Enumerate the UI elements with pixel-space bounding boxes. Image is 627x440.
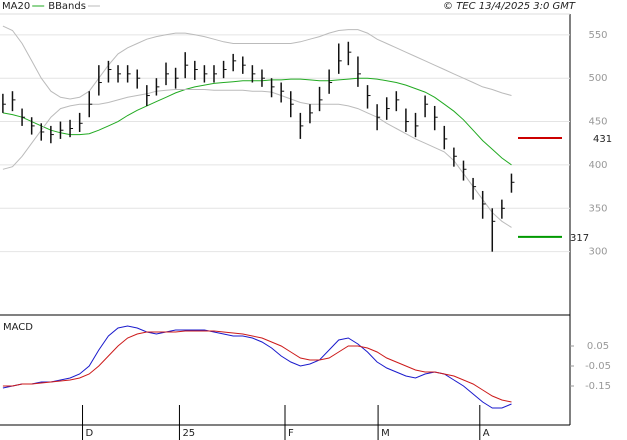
y-tick-label: -0.05: [585, 361, 611, 372]
x-tick-label: 25: [182, 428, 195, 439]
x-tick-label: D: [86, 428, 94, 439]
macd-line: [2, 330, 512, 403]
band-line: [2, 89, 512, 228]
y-tick-label: -0.15: [585, 381, 611, 392]
y-tick-label: 500: [588, 73, 607, 84]
y-tick-label: 350: [588, 203, 607, 214]
legend-label: BBands: [48, 1, 86, 12]
macd-line: [2, 325, 512, 409]
copyright: © TEC 13/4/2025 3:0 GMT: [443, 1, 576, 12]
y-tick-label: 0.05: [587, 341, 609, 352]
level-label: 317: [570, 233, 589, 244]
y-tick-label: 450: [588, 117, 607, 128]
ma-line: [2, 77, 512, 166]
band-line: [2, 25, 512, 100]
x-tick-label: M: [381, 428, 390, 439]
x-tick-label: F: [288, 428, 294, 439]
panel-title: MACD: [3, 322, 33, 333]
y-tick-label: 300: [588, 247, 607, 258]
legend-label: MA20: [2, 1, 30, 12]
y-tick-label: 550: [588, 30, 607, 41]
y-tick-label: 400: [588, 160, 607, 171]
level-label: 431: [593, 134, 612, 145]
x-tick-label: A: [483, 428, 490, 439]
